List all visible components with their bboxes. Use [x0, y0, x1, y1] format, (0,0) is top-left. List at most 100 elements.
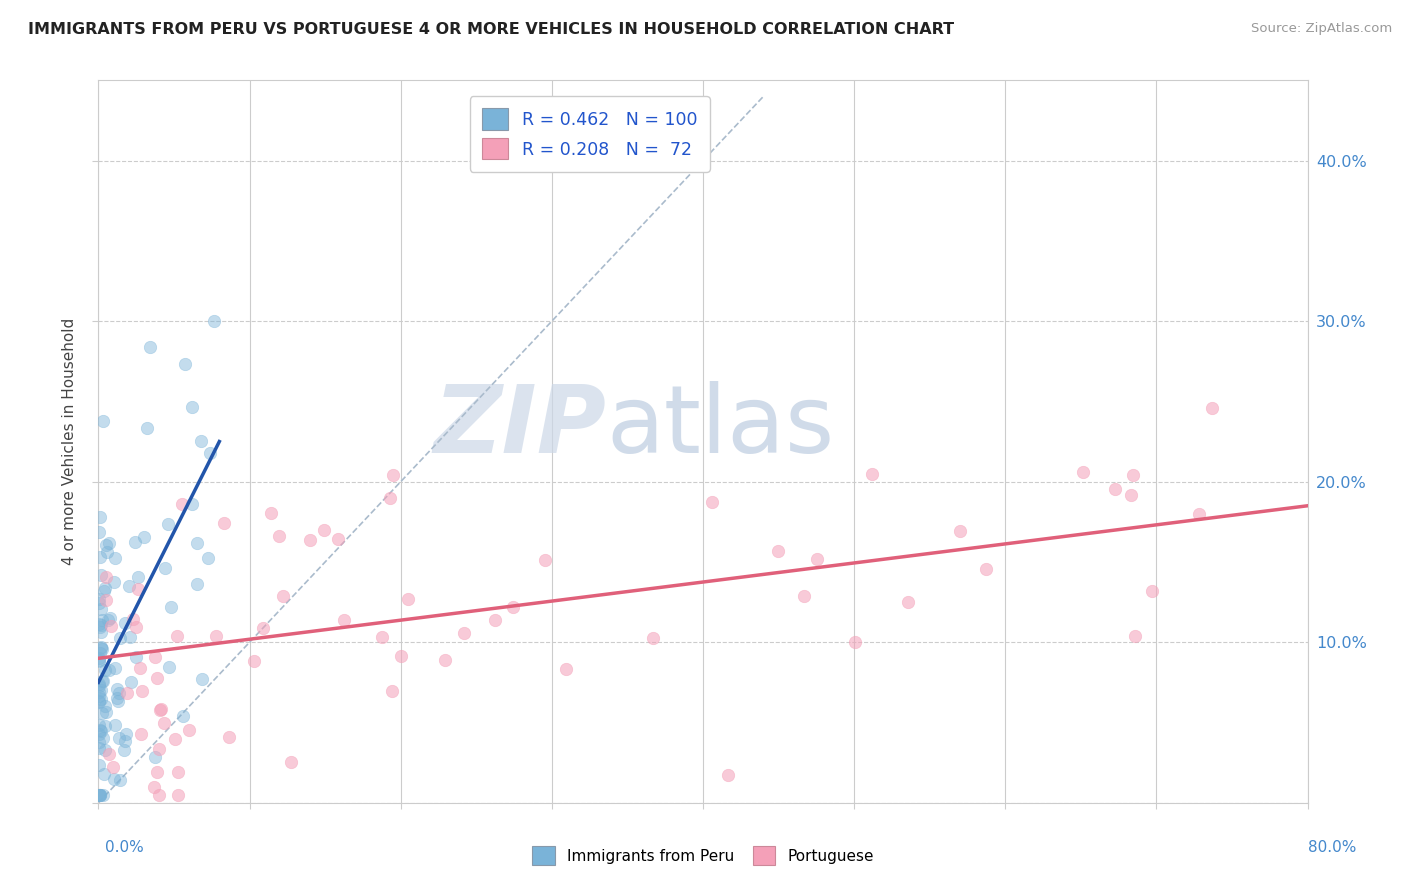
Point [90, 567, 112, 582]
Point [89, 788, 111, 802]
Point [149, 702, 172, 716]
Point [108, 632, 131, 646]
Point [555, 662, 578, 676]
Point [146, 671, 169, 685]
Point [897, 595, 920, 609]
Point [94, 570, 117, 584]
Point [89, 679, 111, 693]
Point [89, 718, 111, 732]
Point [89, 654, 111, 668]
Point [90, 613, 112, 627]
Point [252, 621, 274, 635]
Point [143, 750, 166, 764]
Point [91, 413, 114, 427]
Point [371, 630, 394, 644]
Point [90, 723, 112, 738]
Point [271, 590, 294, 604]
Point [177, 723, 200, 737]
Point [96, 544, 118, 558]
Point [91, 788, 114, 802]
Point [333, 613, 356, 627]
Point [89, 695, 111, 709]
Point [212, 516, 235, 530]
Point [1201, 401, 1223, 415]
Point [1122, 468, 1144, 483]
Legend: R = 0.462   N = 100, R = 0.208   N =  72: R = 0.462 N = 100, R = 0.208 N = 72 [470, 96, 710, 171]
Point [453, 625, 475, 640]
Point [127, 570, 149, 584]
Point [260, 506, 283, 520]
Point [1119, 488, 1142, 502]
Point [172, 709, 194, 723]
Point [166, 629, 188, 643]
Point [153, 561, 176, 575]
Point [103, 772, 125, 786]
Point [103, 575, 125, 590]
Point [89, 676, 111, 690]
Point [127, 582, 149, 596]
Point [89, 646, 111, 660]
Point [766, 543, 789, 558]
Point [190, 434, 212, 448]
Point [145, 649, 167, 664]
Point [1123, 629, 1146, 643]
Point [104, 661, 127, 675]
Point [298, 533, 321, 548]
Point [93, 767, 115, 781]
Point [129, 661, 152, 675]
Point [89, 617, 111, 632]
Point [1140, 584, 1163, 599]
Point [89, 723, 111, 738]
Point [381, 683, 404, 698]
Point [146, 765, 169, 780]
Point [93, 583, 115, 598]
Point [89, 549, 111, 564]
Point [108, 686, 131, 700]
Point [105, 682, 128, 697]
Text: Source: ZipAtlas.com: Source: ZipAtlas.com [1251, 22, 1392, 36]
Point [89, 741, 111, 756]
Point [125, 620, 148, 634]
Point [204, 629, 226, 643]
Point [163, 732, 186, 747]
Point [89, 690, 111, 704]
Point [156, 516, 179, 531]
Point [89, 685, 111, 699]
Point [180, 496, 202, 510]
Point [89, 653, 111, 667]
Point [124, 535, 146, 549]
Point [200, 446, 222, 460]
Point [94, 664, 117, 678]
Point [167, 764, 190, 779]
Point [122, 612, 145, 626]
Point [186, 536, 208, 550]
Point [104, 551, 127, 566]
Point [89, 509, 111, 524]
Point [180, 401, 202, 415]
Point [91, 706, 114, 720]
Point [186, 577, 208, 591]
Text: ZIP: ZIP [433, 381, 606, 473]
Point [1071, 465, 1094, 479]
Point [129, 726, 152, 740]
Point [101, 760, 124, 774]
Point [314, 523, 336, 537]
Point [218, 730, 240, 744]
Point [153, 716, 176, 731]
Point [107, 694, 129, 708]
Point [115, 685, 138, 699]
Text: 0.0%: 0.0% [105, 840, 145, 855]
Point [89, 525, 111, 540]
Point [89, 591, 111, 606]
Point [89, 596, 111, 610]
Point [860, 467, 883, 482]
Point [93, 581, 115, 595]
Point [139, 340, 162, 354]
Point [89, 619, 111, 633]
Point [1187, 508, 1209, 522]
Point [91, 674, 114, 689]
Point [157, 659, 180, 673]
Point [104, 718, 127, 732]
Text: 80.0%: 80.0% [1309, 840, 1357, 855]
Point [98, 611, 121, 625]
